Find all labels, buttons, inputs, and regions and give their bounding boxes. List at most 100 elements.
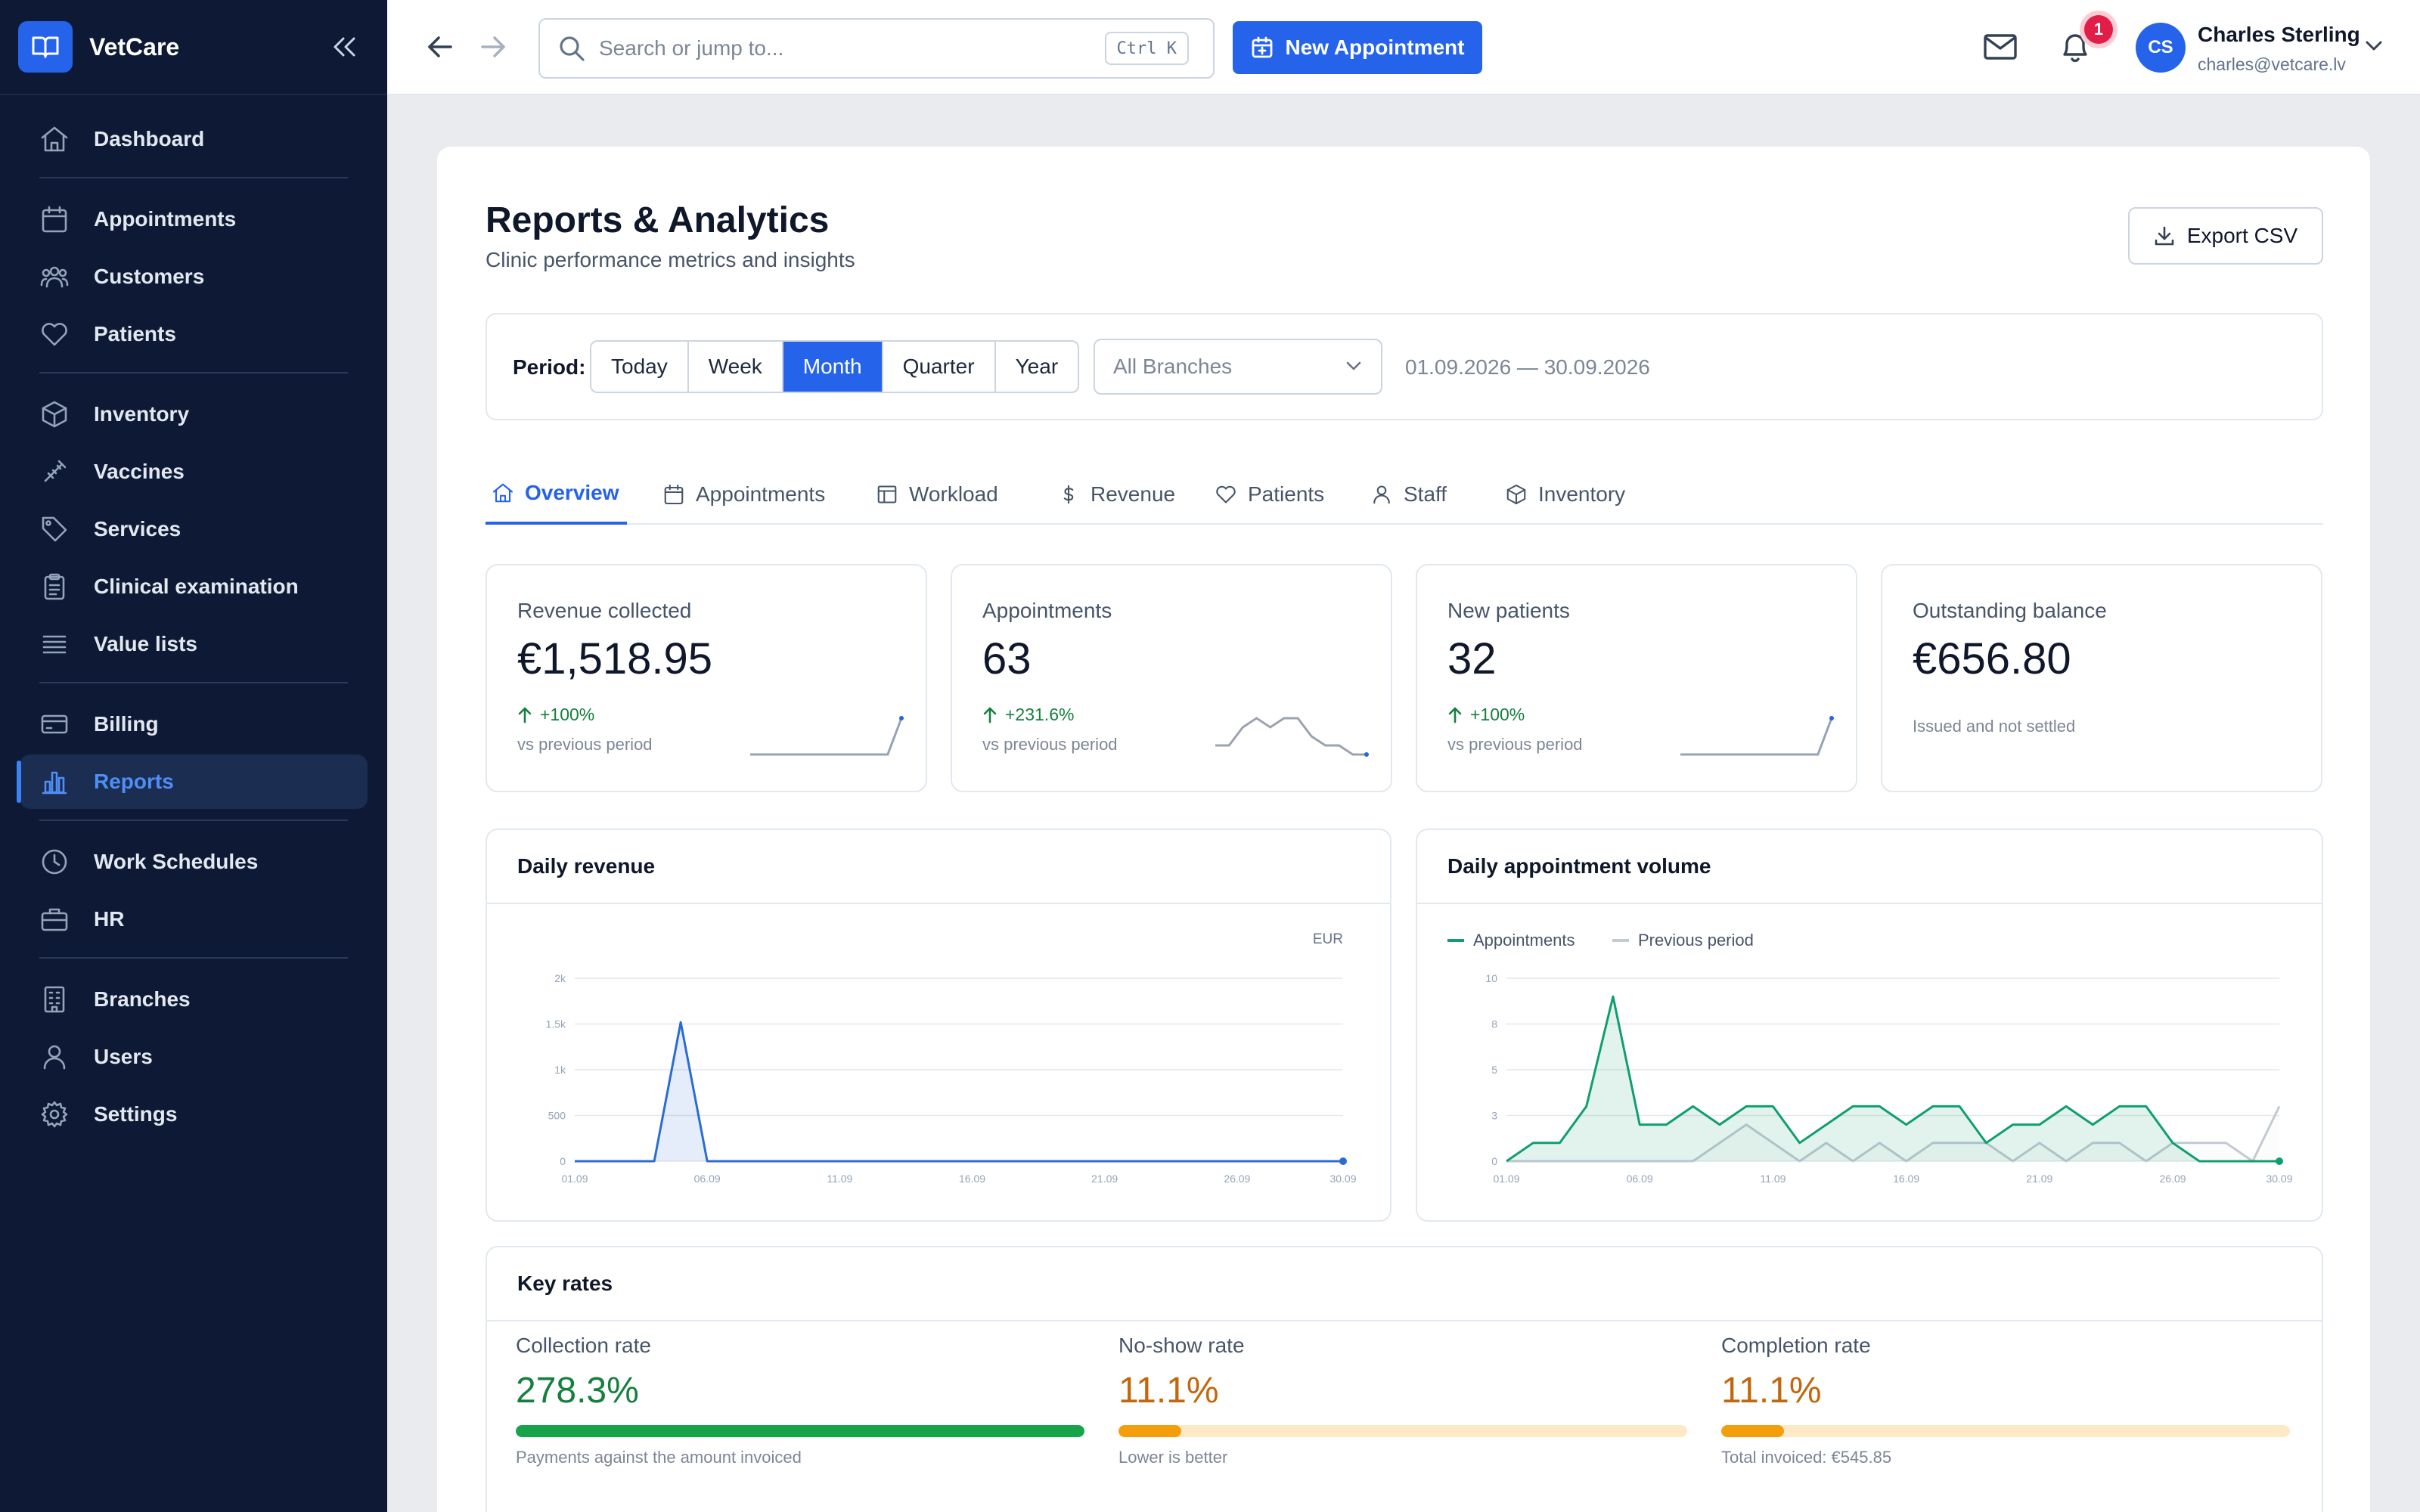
y-tick-label: 0 bbox=[1491, 1155, 1497, 1167]
kpi-label: New patients bbox=[1447, 599, 1570, 622]
key-rate-label: No-show rate bbox=[1118, 1334, 1245, 1357]
chart-unit-label: EUR bbox=[1313, 931, 1343, 947]
tab-inventory[interactable]: Inventory bbox=[1505, 464, 1625, 525]
tab-label: Staff bbox=[1404, 482, 1447, 506]
sidebar-item-label: Users bbox=[94, 1045, 153, 1068]
sidebar-item-hr[interactable]: HR bbox=[20, 892, 368, 947]
search-input[interactable]: Search or jump to... Ctrl K bbox=[538, 18, 1215, 79]
daily-revenue-chart: 0 500 1k 1.5k 2k 01.09 06.09 11.09 16.09 21.09 26.… bbox=[546, 931, 1357, 1185]
key-rate-value: 11.1% bbox=[1721, 1371, 1822, 1411]
sidebar-item-clinical-examination[interactable]: Clinical examination bbox=[20, 559, 368, 614]
key-rate-progress-track bbox=[516, 1425, 1084, 1437]
building-icon bbox=[39, 984, 70, 1015]
x-tick-label: 01.09 bbox=[561, 1173, 588, 1185]
sidebar-item-settings[interactable]: Settings bbox=[20, 1087, 368, 1142]
x-tick-label: 11.09 bbox=[827, 1173, 852, 1185]
bar-chart-icon bbox=[39, 767, 70, 797]
clipboard-icon bbox=[39, 572, 70, 602]
tab-label: Inventory bbox=[1538, 482, 1626, 506]
sidebar-item-work-schedules[interactable]: Work Schedules bbox=[20, 835, 368, 889]
export-csv-label: Export CSV bbox=[2186, 224, 2298, 247]
key-rate-note: Payments against the amount invoiced bbox=[516, 1448, 802, 1467]
sidebar-item-branches[interactable]: Branches bbox=[20, 972, 368, 1027]
sidebar-item-vaccines[interactable]: Vaccines bbox=[20, 445, 368, 499]
bell-icon[interactable] bbox=[2059, 29, 2092, 65]
sparkline-path bbox=[750, 717, 903, 756]
new-appointment-button[interactable]: New Appointment bbox=[1233, 21, 1482, 74]
sidebar-item-label: HR bbox=[94, 907, 125, 931]
x-tick-label: 21.09 bbox=[1091, 1173, 1118, 1185]
tab-overview[interactable]: Overview bbox=[486, 464, 627, 525]
x-tick-label: 06.09 bbox=[1627, 1173, 1653, 1185]
user-name[interactable]: Charles Sterling bbox=[2198, 23, 2360, 46]
tab-patients[interactable]: Patients bbox=[1215, 464, 1324, 525]
sidebar-item-services[interactable]: Services bbox=[20, 502, 368, 556]
x-tick-label: 16.09 bbox=[1893, 1173, 1919, 1185]
chevrons-left-icon[interactable] bbox=[331, 36, 357, 58]
sidebar-item-inventory[interactable]: Inventory bbox=[20, 387, 368, 442]
report-tabs: Overview Appointments Workload Revenue Patie… bbox=[486, 464, 2323, 525]
tab-label: Workload bbox=[909, 482, 998, 506]
sidebar-item-label: Branches bbox=[94, 987, 191, 1011]
legend-label: Appointments bbox=[1473, 931, 1575, 950]
sidebar-item-label: Clinical examination bbox=[94, 575, 299, 598]
kpi-change: +100% bbox=[517, 705, 594, 725]
sidebar-divider bbox=[39, 820, 348, 821]
sidebar-item-appointments[interactable]: Appointments bbox=[20, 192, 368, 246]
kpi-card: Appointments 63 +231.6% vs previous period bbox=[951, 564, 1392, 792]
search-shortcut: Ctrl K bbox=[1104, 32, 1189, 65]
branch-select[interactable]: All Branches bbox=[1094, 339, 1382, 395]
period-option-today[interactable]: Today bbox=[591, 342, 689, 392]
period-option-week[interactable]: Week bbox=[689, 342, 783, 392]
kpi-sparkline bbox=[1215, 717, 1369, 757]
tab-staff[interactable]: Staff bbox=[1370, 464, 1447, 525]
x-tick-label: 11.09 bbox=[1760, 1173, 1786, 1185]
sidebar-item-billing[interactable]: Billing bbox=[20, 697, 368, 751]
sidebar-item-dashboard[interactable]: Dashboard bbox=[20, 112, 368, 166]
forward-arrow-icon[interactable] bbox=[478, 30, 508, 64]
key-rates-panel: Key rates bbox=[486, 1246, 2323, 1512]
series-line bbox=[1506, 995, 2279, 1163]
x-tick-label: 01.09 bbox=[1493, 1173, 1519, 1185]
y-tick-label: 2k bbox=[554, 972, 566, 984]
series-area bbox=[575, 1022, 1343, 1161]
tab-revenue[interactable]: Revenue bbox=[1057, 464, 1175, 525]
avatar[interactable]: CS bbox=[2136, 23, 2186, 73]
key-rate-value: 11.1% bbox=[1118, 1371, 1219, 1411]
heart-icon bbox=[1215, 483, 1237, 506]
chevron-down-icon[interactable] bbox=[2364, 39, 2384, 53]
sidebar-item-reports[interactable]: Reports bbox=[17, 754, 368, 809]
y-tick-label: 0 bbox=[560, 1155, 566, 1167]
sidebar-item-label: Customers bbox=[94, 265, 205, 288]
series-end-point bbox=[1339, 1157, 1347, 1165]
sidebar-item-label: Billing bbox=[94, 712, 159, 736]
new-appointment-label: New Appointment bbox=[1285, 36, 1465, 59]
period-option-month[interactable]: Month bbox=[783, 342, 883, 392]
tab-workload[interactable]: Workload bbox=[876, 464, 998, 525]
sidebar-item-customers[interactable]: Customers bbox=[20, 249, 368, 304]
key-rate-progress-track bbox=[1721, 1425, 2290, 1437]
sidebar-item-patients[interactable]: Patients bbox=[20, 307, 368, 361]
sidebar-item-label: Reports bbox=[94, 770, 174, 793]
appointment-volume-panel: Daily appointment volume 0 3 5 8 10 01.09 06.0… bbox=[1416, 829, 2323, 1222]
kpi-change: +100% bbox=[1447, 705, 1525, 725]
user-email: charles@vetcare.lv bbox=[2198, 54, 2346, 74]
kpi-value: €1,518.95 bbox=[517, 634, 713, 683]
sparkline-end-point bbox=[1829, 716, 1834, 720]
legend-label: Previous period bbox=[1638, 931, 1754, 950]
y-tick-label: 8 bbox=[1491, 1018, 1497, 1030]
mail-icon[interactable] bbox=[1983, 32, 2018, 62]
users-icon bbox=[39, 262, 70, 292]
user-icon bbox=[1370, 483, 1393, 506]
period-option-year[interactable]: Year bbox=[1015, 355, 1059, 378]
back-arrow-icon[interactable] bbox=[425, 30, 455, 64]
series-line bbox=[1506, 1105, 2281, 1163]
sidebar-item-users[interactable]: Users bbox=[20, 1030, 368, 1084]
sidebar-item-value-lists[interactable]: Value lists bbox=[20, 617, 368, 671]
sidebar-divider bbox=[39, 372, 348, 373]
tab-appointments[interactable]: Appointments bbox=[662, 464, 825, 525]
export-csv-button[interactable]: Export CSV bbox=[2128, 207, 2323, 265]
arrow-up-icon bbox=[518, 707, 532, 723]
key-rates-title: Key rates bbox=[487, 1247, 2322, 1321]
period-option-quarter[interactable]: Quarter bbox=[883, 342, 996, 392]
